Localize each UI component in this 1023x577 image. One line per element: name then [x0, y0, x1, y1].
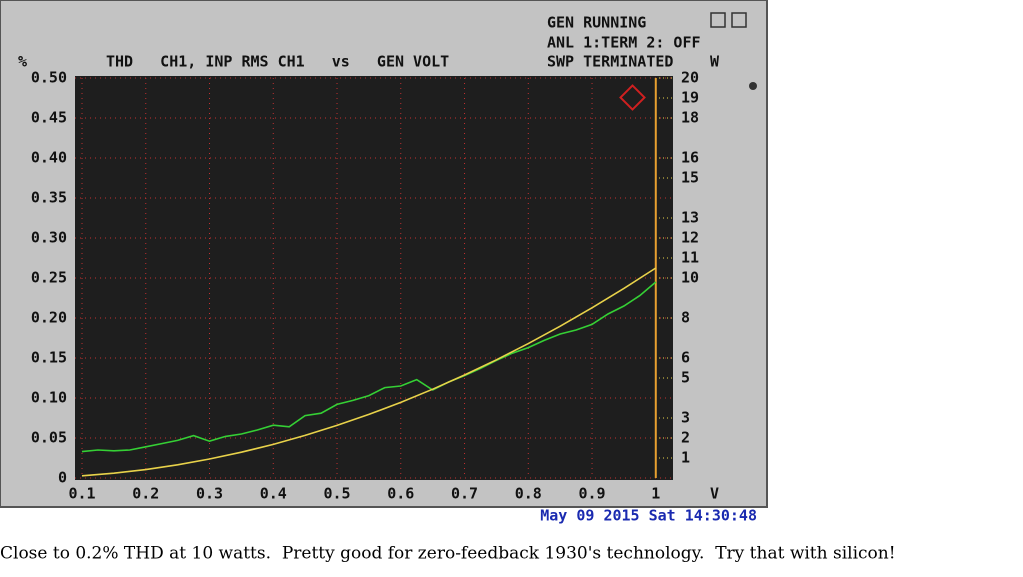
y-tick-label: 0.40	[31, 149, 67, 167]
y2-tick-label: 8	[681, 309, 690, 327]
status-line: SWP TERMINATED	[547, 53, 673, 71]
x-tick-label: 0.3	[196, 485, 223, 503]
y-tick-label: 0.25	[31, 269, 67, 287]
y-tick-label: 0.15	[31, 349, 67, 367]
status-icons	[710, 12, 747, 28]
y2-tick-label: 11	[681, 249, 699, 267]
y-tick-label: 0.05	[31, 429, 67, 447]
x-tick-label: 0.5	[323, 485, 350, 503]
y2-axis-unit: W	[710, 53, 720, 71]
y2-tick-label: 13	[681, 209, 699, 227]
y2-tick-label: 12	[681, 229, 699, 247]
y2-tick-label: 3	[681, 409, 690, 427]
status-line: ANL 1:TERM 2: OFF	[547, 34, 701, 52]
rs-logo	[619, 84, 646, 111]
x-tick-label: 0.6	[387, 485, 414, 503]
y-tick-label: 0.35	[31, 189, 67, 207]
y-tick-label: 0.30	[31, 229, 67, 247]
y-tick-label: 0.45	[31, 109, 67, 127]
chart-title: THD CH1, INP RMS CH1 vs GEN VOLT	[106, 53, 449, 71]
timestamp: May 09 2015 Sat 14:30:48	[540, 507, 757, 525]
x-tick-label: 0.4	[260, 485, 287, 503]
y2-tick-label: 6	[681, 349, 690, 367]
series-line	[81, 267, 657, 477]
status-line: GEN RUNNING	[547, 14, 646, 32]
y2-tick-label: 2	[681, 429, 690, 447]
x-tick-label: 0.8	[515, 485, 542, 503]
x-tick-label: 0.1	[68, 485, 95, 503]
y-tick-label: 0	[58, 469, 67, 487]
y-axis-unit: %	[18, 53, 27, 71]
caption: Close to 0.2% THD at 10 watts. Pretty go…	[0, 544, 896, 564]
y2-tick-label: 5	[681, 369, 690, 387]
y-tick-label: 0.50	[31, 69, 67, 87]
y2-tick-label: 19	[681, 89, 699, 107]
y-tick-label: 0.10	[31, 389, 67, 407]
x-tick-label: 0.9	[578, 485, 605, 503]
y-tick-label: 0.20	[31, 309, 67, 327]
y2-tick-label: 20	[681, 69, 699, 87]
y2-tick-label: 16	[681, 149, 699, 167]
x-tick-label: 0.7	[451, 485, 478, 503]
x-tick-label: 1	[651, 485, 660, 503]
x-tick-label: 0.2	[132, 485, 159, 503]
y2-tick-label: 10	[681, 269, 699, 287]
x-axis-unit: V	[710, 485, 719, 503]
marker-icon	[749, 82, 757, 90]
series-line	[81, 281, 657, 453]
y2-tick-label: 1	[681, 449, 690, 467]
y2-tick-label: 15	[681, 169, 699, 187]
y2-tick-label: 18	[681, 109, 699, 127]
plot-area	[75, 76, 673, 480]
